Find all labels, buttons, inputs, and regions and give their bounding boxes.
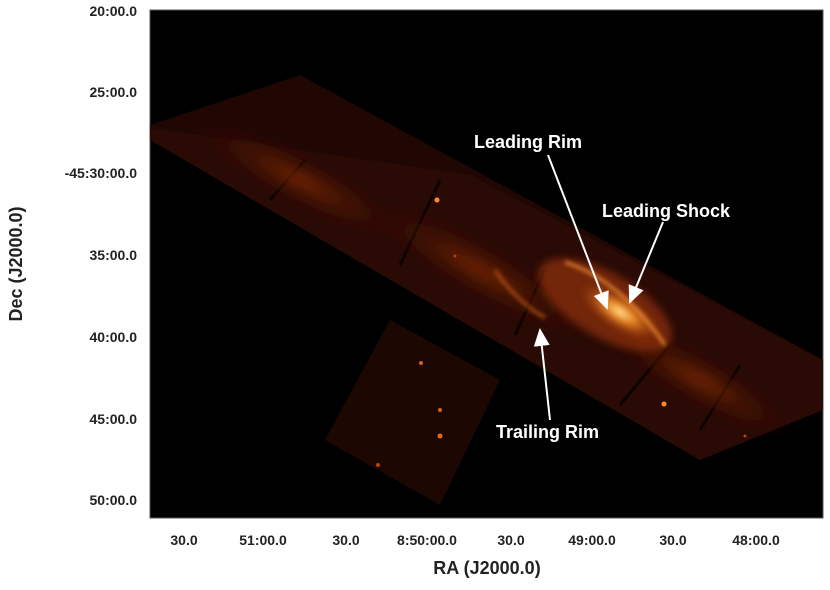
x-tick-label: 30.0 — [659, 532, 686, 548]
y-tick-label: 40:00.0 — [90, 329, 138, 345]
x-tick-label: 30.0 — [170, 532, 197, 548]
y-tick-label: 45:00.0 — [90, 411, 138, 427]
point-source — [453, 254, 457, 258]
secondary-field — [325, 320, 500, 505]
y-tick-label: -45:30:00.0 — [65, 165, 138, 181]
x-tick-label: 30.0 — [497, 532, 524, 548]
leading-edge — [564, 260, 667, 346]
x-tick-label: 51:00.0 — [239, 532, 287, 548]
y-tick-label: 20:00.0 — [90, 3, 138, 19]
point-source — [434, 197, 440, 203]
x-axis-title: RA (J2000.0) — [433, 558, 540, 578]
x-tick-label: 49:00.0 — [568, 532, 616, 548]
trailing-rim-arrow — [533, 328, 551, 421]
diffuse-glow — [366, 200, 594, 340]
trailing-edge — [493, 269, 546, 320]
point-source — [743, 434, 747, 438]
point-source — [661, 401, 667, 407]
leading-rim-label: Leading Rim — [474, 132, 582, 152]
point-source — [438, 408, 442, 412]
x-tick-label: 48:00.0 — [732, 532, 780, 548]
point-source — [437, 433, 443, 439]
point-source — [419, 361, 423, 365]
y-axis-ticks: 20:00.0 25:00.0 -45:30:00.0 35:00.0 40:0… — [65, 3, 138, 508]
y-tick-label: 25:00.0 — [90, 84, 138, 100]
y-axis-title: Dec (J2000.0) — [6, 206, 26, 321]
leading-shock-arrow — [628, 221, 664, 304]
trailing-rim-label: Trailing Rim — [496, 422, 599, 442]
x-tick-label: 30.0 — [332, 532, 359, 548]
y-tick-label: 50:00.0 — [90, 492, 138, 508]
leading-rim-arrow — [547, 154, 609, 310]
leading-shock-label: Leading Shock — [602, 201, 731, 221]
x-axis-ticks: 30.0 51:00.0 30.0 8:50:00.0 30.0 49:00.0… — [170, 532, 780, 548]
point-source — [376, 463, 380, 467]
x-tick-label: 8:50:00.0 — [397, 532, 457, 548]
y-tick-label: 35:00.0 — [90, 247, 138, 263]
diffuse-glow — [193, 118, 407, 242]
